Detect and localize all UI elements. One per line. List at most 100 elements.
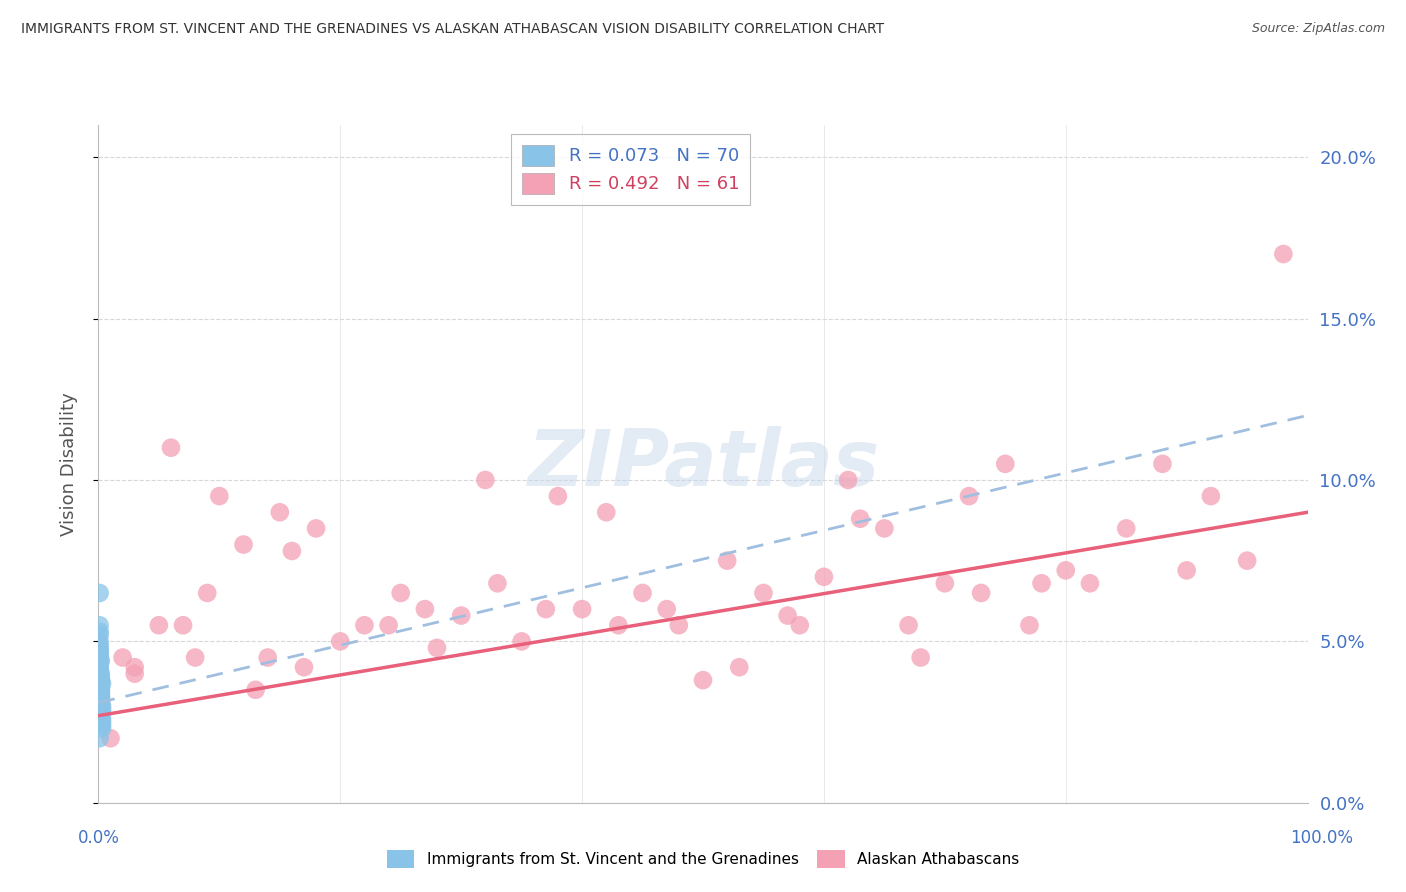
Point bbox=[1031, 576, 1053, 591]
Text: 0.0%: 0.0% bbox=[77, 829, 120, 847]
Point bbox=[91, 712, 114, 726]
Point bbox=[91, 718, 114, 732]
Point bbox=[837, 473, 859, 487]
Point bbox=[232, 537, 254, 551]
Point bbox=[269, 505, 291, 519]
Point bbox=[90, 696, 112, 710]
Point bbox=[89, 624, 111, 639]
Point bbox=[90, 690, 112, 704]
Text: Source: ZipAtlas.com: Source: ZipAtlas.com bbox=[1251, 22, 1385, 36]
Point bbox=[1152, 457, 1174, 471]
Point bbox=[89, 618, 111, 632]
Point bbox=[208, 489, 231, 503]
Point bbox=[90, 676, 112, 690]
Point bbox=[89, 680, 111, 694]
Point bbox=[90, 654, 112, 668]
Point bbox=[160, 441, 183, 455]
Point bbox=[90, 698, 112, 713]
Point bbox=[89, 673, 111, 687]
Point bbox=[89, 670, 111, 684]
Point bbox=[90, 698, 112, 713]
Point bbox=[89, 670, 111, 684]
Point bbox=[776, 608, 799, 623]
Point bbox=[256, 650, 278, 665]
Point bbox=[994, 457, 1017, 471]
Point bbox=[631, 586, 654, 600]
Point bbox=[1199, 489, 1222, 503]
Point bbox=[510, 634, 533, 648]
Point bbox=[89, 731, 111, 746]
Point bbox=[124, 660, 146, 674]
Point bbox=[91, 722, 114, 736]
Point bbox=[89, 657, 111, 671]
Point bbox=[89, 673, 111, 687]
Point bbox=[595, 505, 617, 519]
Point bbox=[90, 673, 112, 687]
Point bbox=[90, 708, 112, 723]
Point bbox=[90, 712, 112, 726]
Point bbox=[90, 702, 112, 716]
Text: 100.0%: 100.0% bbox=[1291, 829, 1353, 847]
Point bbox=[89, 692, 111, 706]
Point bbox=[89, 680, 111, 694]
Point bbox=[910, 650, 932, 665]
Point bbox=[89, 657, 111, 671]
Point bbox=[89, 586, 111, 600]
Point bbox=[172, 618, 194, 632]
Point bbox=[89, 666, 111, 681]
Point bbox=[89, 676, 111, 690]
Point bbox=[1272, 247, 1295, 261]
Point bbox=[90, 686, 112, 700]
Point bbox=[970, 586, 993, 600]
Point bbox=[426, 640, 449, 655]
Point bbox=[534, 602, 557, 616]
Point bbox=[1018, 618, 1040, 632]
Point bbox=[89, 628, 111, 642]
Point bbox=[195, 586, 218, 600]
Point bbox=[89, 682, 111, 697]
Point bbox=[90, 702, 112, 716]
Point bbox=[934, 576, 956, 591]
Point bbox=[89, 673, 111, 687]
Point bbox=[89, 686, 111, 700]
Point bbox=[90, 706, 112, 720]
Point bbox=[668, 618, 690, 632]
Point bbox=[91, 676, 114, 690]
Point bbox=[728, 660, 751, 674]
Text: IMMIGRANTS FROM ST. VINCENT AND THE GRENADINES VS ALASKAN ATHABASCAN VISION DISA: IMMIGRANTS FROM ST. VINCENT AND THE GREN… bbox=[21, 22, 884, 37]
Point bbox=[413, 602, 436, 616]
Point bbox=[89, 664, 111, 678]
Point bbox=[329, 634, 352, 648]
Point bbox=[89, 650, 111, 665]
Point bbox=[1115, 521, 1137, 535]
Point bbox=[124, 666, 146, 681]
Point bbox=[89, 682, 111, 697]
Point bbox=[305, 521, 328, 535]
Point bbox=[389, 586, 412, 600]
Point bbox=[91, 698, 114, 713]
Point bbox=[89, 692, 111, 706]
Y-axis label: Vision Disability: Vision Disability bbox=[59, 392, 77, 536]
Point bbox=[1236, 554, 1258, 568]
Point bbox=[1054, 563, 1077, 577]
Point bbox=[91, 715, 114, 730]
Point bbox=[184, 650, 207, 665]
Point bbox=[90, 690, 112, 704]
Point bbox=[89, 638, 111, 652]
Point bbox=[245, 682, 267, 697]
Point bbox=[547, 489, 569, 503]
Point bbox=[90, 666, 112, 681]
Point bbox=[353, 618, 375, 632]
Point bbox=[90, 692, 112, 706]
Point bbox=[90, 696, 112, 710]
Point bbox=[450, 608, 472, 623]
Point bbox=[90, 682, 112, 697]
Point bbox=[148, 618, 170, 632]
Point bbox=[897, 618, 920, 632]
Point bbox=[486, 576, 509, 591]
Point bbox=[90, 680, 112, 694]
Point bbox=[292, 660, 315, 674]
Point bbox=[1175, 563, 1198, 577]
Point bbox=[957, 489, 980, 503]
Point bbox=[90, 682, 112, 697]
